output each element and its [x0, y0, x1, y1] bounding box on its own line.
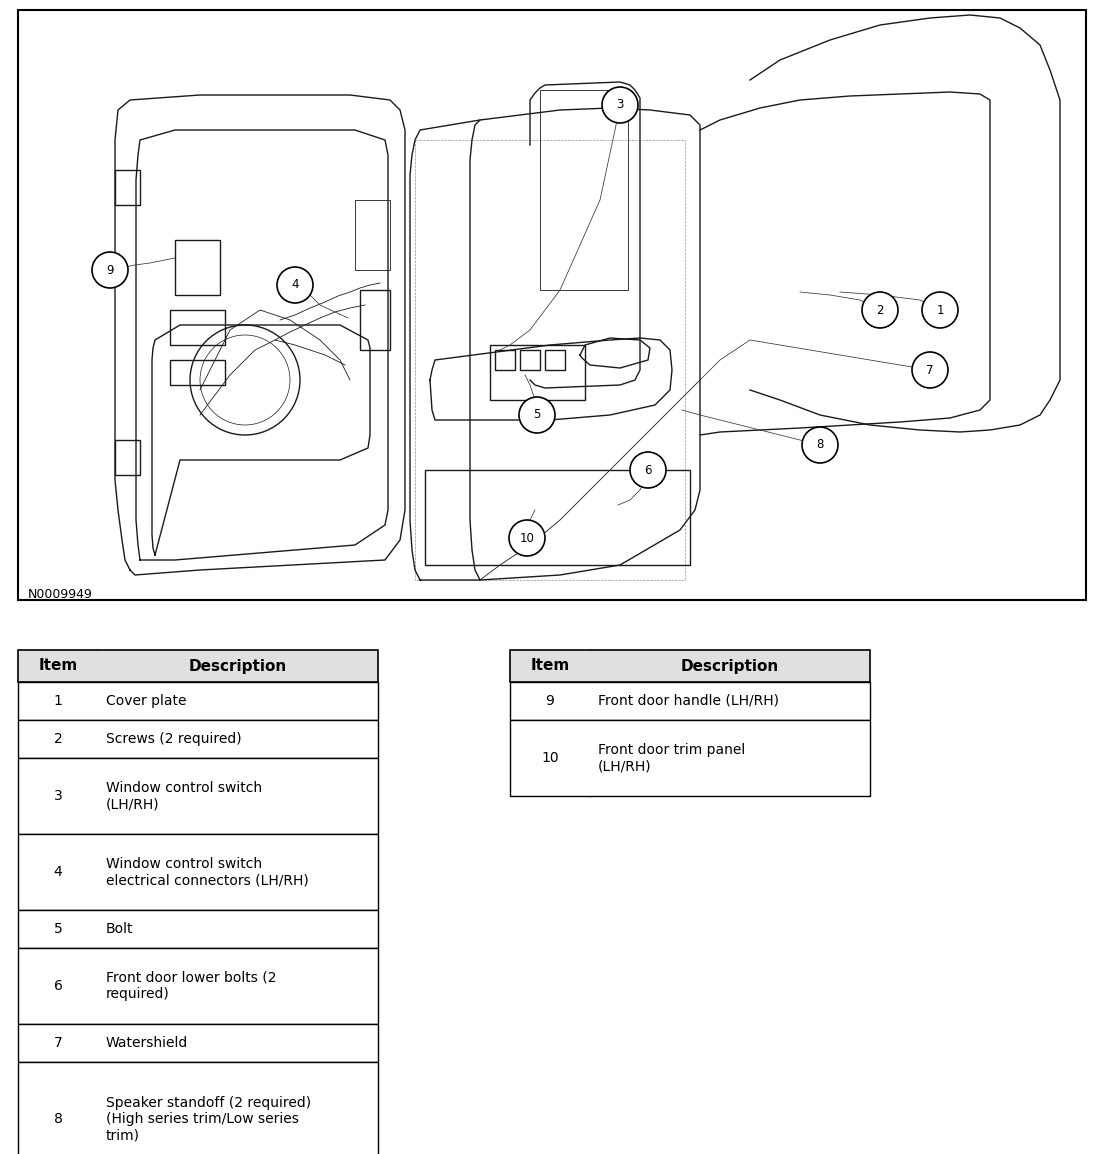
Bar: [18, 1062, 378, 1154]
Bar: [18, 720, 378, 758]
Text: 10: 10: [541, 751, 559, 765]
Text: 3: 3: [54, 789, 62, 803]
Text: 6: 6: [645, 464, 651, 477]
Bar: [170, 310, 225, 345]
Bar: [510, 682, 870, 720]
Text: Front door handle (LH/RH): Front door handle (LH/RH): [598, 694, 779, 709]
Circle shape: [922, 292, 958, 328]
Text: Window control switch
electrical connectors (LH/RH): Window control switch electrical connect…: [106, 857, 309, 887]
Text: 4: 4: [291, 278, 299, 292]
Text: Description: Description: [189, 659, 287, 674]
Text: Item: Item: [530, 659, 570, 674]
Bar: [18, 682, 378, 720]
Text: Description: Description: [681, 659, 779, 674]
Bar: [510, 650, 870, 682]
Bar: [18, 947, 378, 1024]
Bar: [360, 290, 390, 350]
Text: 1: 1: [936, 304, 944, 316]
Circle shape: [519, 397, 555, 433]
Circle shape: [92, 252, 128, 288]
Text: Item: Item: [39, 659, 77, 674]
Text: 10: 10: [520, 532, 534, 545]
Text: 6: 6: [54, 979, 63, 992]
Text: N0009949: N0009949: [28, 589, 93, 601]
Text: 7: 7: [926, 364, 934, 376]
Bar: [425, 470, 690, 565]
Text: 5: 5: [533, 409, 541, 421]
Text: Front door lower bolts (2
required): Front door lower bolts (2 required): [106, 971, 276, 1002]
Circle shape: [509, 520, 545, 556]
Text: Cover plate: Cover plate: [106, 694, 187, 709]
Bar: [520, 350, 540, 370]
Text: 9: 9: [545, 694, 554, 709]
Bar: [545, 350, 565, 370]
Bar: [18, 758, 378, 834]
Circle shape: [602, 87, 638, 123]
Circle shape: [802, 427, 838, 463]
Text: 8: 8: [816, 439, 824, 451]
Text: 4: 4: [54, 866, 62, 879]
Bar: [115, 170, 140, 205]
Text: Speaker standoff (2 required)
(High series trim/Low series
trim): Speaker standoff (2 required) (High seri…: [106, 1096, 311, 1142]
Text: 2: 2: [877, 304, 883, 316]
Bar: [490, 345, 585, 400]
Bar: [18, 834, 378, 911]
Text: 9: 9: [106, 263, 114, 277]
Text: 5: 5: [54, 922, 62, 936]
Bar: [18, 911, 378, 947]
Circle shape: [862, 292, 898, 328]
Text: 2: 2: [54, 732, 62, 745]
Text: 8: 8: [54, 1112, 63, 1126]
Circle shape: [630, 452, 666, 488]
Bar: [510, 720, 870, 796]
Text: Watershield: Watershield: [106, 1036, 189, 1050]
Text: Screws (2 required): Screws (2 required): [106, 732, 242, 745]
Text: Window control switch
(LH/RH): Window control switch (LH/RH): [106, 781, 262, 811]
Bar: [355, 200, 390, 270]
Bar: [495, 350, 514, 370]
Bar: [18, 650, 378, 682]
Bar: [540, 90, 628, 290]
Text: 1: 1: [54, 694, 63, 709]
Bar: [18, 10, 1086, 600]
Bar: [170, 360, 225, 385]
Bar: [115, 440, 140, 475]
Circle shape: [912, 352, 948, 388]
Bar: [18, 1024, 378, 1062]
Text: 3: 3: [616, 98, 624, 112]
Text: 7: 7: [54, 1036, 62, 1050]
Circle shape: [277, 267, 314, 304]
Text: Front door trim panel
(LH/RH): Front door trim panel (LH/RH): [598, 743, 745, 773]
Text: Bolt: Bolt: [106, 922, 134, 936]
Bar: [176, 240, 220, 295]
